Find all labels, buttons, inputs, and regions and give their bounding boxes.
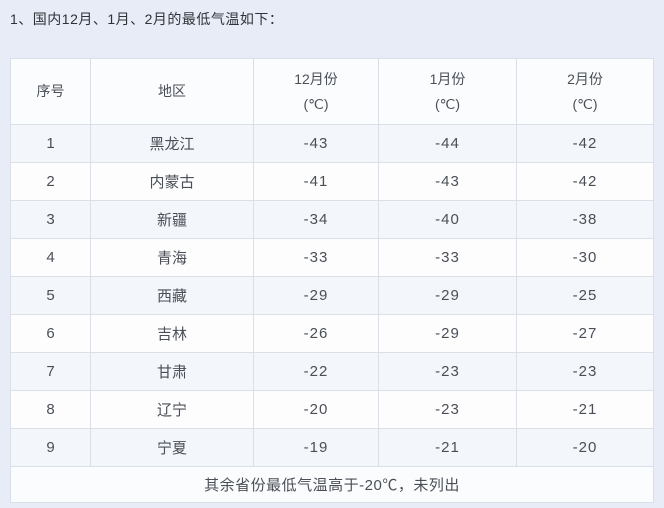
cell-february: -23 <box>516 352 654 391</box>
table-row: 5 西藏 -29 -29 -25 <box>10 276 654 315</box>
cell-december: -43 <box>253 124 379 163</box>
column-header-december-unit: (℃) <box>303 95 329 112</box>
table-row: 4 青海 -33 -33 -30 <box>10 238 654 277</box>
cell-february: -42 <box>516 124 654 163</box>
cell-january: -43 <box>378 162 517 201</box>
column-header-january-unit: (℃) <box>434 95 461 112</box>
table-row: 1 黑龙江 -43 -44 -42 <box>10 124 654 163</box>
table-row: 6 吉林 -26 -29 -27 <box>10 314 654 353</box>
column-header-region: 地区 <box>90 58 254 125</box>
cell-january: -44 <box>378 124 517 163</box>
cell-region: 内蒙古 <box>90 162 254 201</box>
column-header-february-label: 2月份 <box>567 70 603 87</box>
cell-index: 5 <box>10 276 91 315</box>
cell-region: 新疆 <box>90 200 254 239</box>
table-row: 8 辽宁 -20 -23 -21 <box>10 390 654 429</box>
table-row: 3 新疆 -34 -40 -38 <box>10 200 654 239</box>
cell-february: -38 <box>516 200 654 239</box>
cell-january: -23 <box>378 390 517 429</box>
cell-january: -29 <box>378 276 517 315</box>
cell-index: 6 <box>10 314 91 353</box>
cell-february: -42 <box>516 162 654 201</box>
column-header-december-label: 12月份 <box>294 70 338 87</box>
cell-index: 9 <box>10 428 91 467</box>
header-row: 序号 地区 12月份 (℃) 1月份 (℃) 2月份 (℃) <box>10 58 654 125</box>
cell-january: -40 <box>378 200 517 239</box>
column-header-index: 序号 <box>10 58 91 125</box>
column-header-december: 12月份 (℃) <box>253 58 379 125</box>
cell-december: -19 <box>253 428 379 467</box>
cell-index: 1 <box>10 124 91 163</box>
cell-january: -29 <box>378 314 517 353</box>
table-row: 7 甘肃 -22 -23 -23 <box>10 352 654 391</box>
table-body: 1 黑龙江 -43 -44 -42 2 内蒙古 -41 -43 -42 3 新疆 -34 -40 -38 4 青… <box>10 124 654 467</box>
cell-december: -33 <box>253 238 379 277</box>
cell-january: -21 <box>378 428 517 467</box>
temperature-table: 序号 地区 12月份 (℃) 1月份 (℃) 2月份 (℃) 1 黑龙江 -43 -4… <box>10 58 654 503</box>
cell-region: 青海 <box>90 238 254 277</box>
cell-index: 7 <box>10 352 91 391</box>
cell-december: -20 <box>253 390 379 429</box>
cell-region: 辽宁 <box>90 390 254 429</box>
cell-region: 黑龙江 <box>90 124 254 163</box>
cell-december: -26 <box>253 314 379 353</box>
table-row: 2 内蒙古 -41 -43 -42 <box>10 162 654 201</box>
cell-december: -29 <box>253 276 379 315</box>
cell-region: 吉林 <box>90 314 254 353</box>
cell-january: -33 <box>378 238 517 277</box>
cell-february: -27 <box>516 314 654 353</box>
page-title: 1、国内12月、1月、2月的最低气温如下： <box>10 11 284 27</box>
column-header-february-unit: (℃) <box>572 95 598 112</box>
cell-december: -22 <box>253 352 379 391</box>
cell-index: 4 <box>10 238 91 277</box>
cell-index: 2 <box>10 162 91 201</box>
cell-february: -30 <box>516 238 654 277</box>
cell-region: 西藏 <box>90 276 254 315</box>
cell-december: -34 <box>253 200 379 239</box>
cell-february: -20 <box>516 428 654 467</box>
column-header-january-label: 1月份 <box>429 70 466 87</box>
cell-january: -23 <box>378 352 517 391</box>
table-row: 9 宁夏 -19 -21 -20 <box>10 428 654 467</box>
cell-february: -25 <box>516 276 654 315</box>
column-header-january: 1月份 (℃) <box>378 58 517 125</box>
cell-region: 宁夏 <box>90 428 254 467</box>
column-header-february: 2月份 (℃) <box>516 58 654 125</box>
cell-index: 3 <box>10 200 91 239</box>
cell-region: 甘肃 <box>90 352 254 391</box>
footer-row: 其余省份最低气温高于-20℃，未列出 <box>10 466 654 503</box>
cell-february: -21 <box>516 390 654 429</box>
footer-note: 其余省份最低气温高于-20℃，未列出 <box>10 466 654 503</box>
cell-december: -41 <box>253 162 379 201</box>
cell-index: 8 <box>10 390 91 429</box>
